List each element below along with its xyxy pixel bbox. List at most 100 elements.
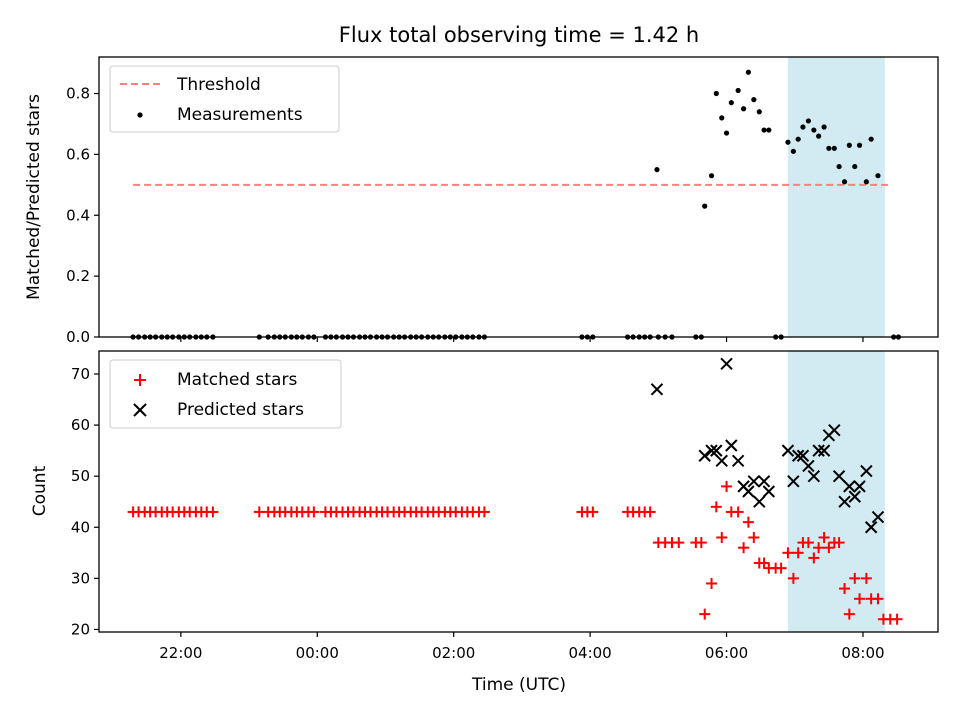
x-tick-label: 04:00: [569, 644, 612, 662]
matched-star-point: [823, 542, 835, 554]
predicted-star-point: [650, 383, 664, 396]
predicted-star-point: [843, 480, 856, 493]
matched-star-point: [695, 537, 707, 549]
predicted-star-point: [698, 449, 711, 462]
measurement-point: [795, 136, 801, 142]
matched-star-point: [872, 593, 884, 605]
matched-star-point: [808, 552, 820, 564]
x-axis-label: Time (UTC): [471, 675, 566, 695]
x-tick-label: 02:00: [432, 644, 475, 662]
matched-star-point: [839, 583, 851, 595]
measurement-point: [785, 139, 791, 145]
top-legend: Threshold Measurements: [109, 65, 340, 133]
measurement-point: [708, 173, 715, 179]
matched-star-point: [587, 506, 599, 518]
top-y-ticks: 0.0 0.2 0.4 0.6 0.8: [66, 85, 99, 346]
measurement-point: [805, 118, 811, 124]
matched-star-point: [308, 506, 320, 518]
matched-star-point: [699, 608, 711, 620]
measurements-legend-label: Measurements: [177, 105, 303, 125]
predicted-star-point: [796, 449, 810, 462]
matched-star-point: [833, 537, 845, 549]
measurement-point: [728, 100, 734, 106]
x-tick-label: 08:00: [841, 644, 884, 662]
measurement-point: [745, 69, 751, 75]
measurement-point: [800, 124, 806, 130]
measurement-point: [836, 163, 842, 170]
predicted-star-point: [715, 454, 728, 468]
bottom-y-axis-label: Count: [30, 465, 50, 516]
y-tick-label-top: 0.0: [66, 328, 90, 346]
matched-star-point: [738, 542, 750, 554]
y-tick-label-bottom: 30: [71, 569, 90, 587]
measurements-legend-swatch: [137, 112, 143, 118]
matched-star-point: [644, 506, 656, 518]
matched-star-point: [782, 547, 794, 559]
measurement-point: [852, 163, 858, 170]
measurement-point: [875, 173, 881, 179]
matched-star-point: [748, 531, 760, 543]
top-x-ticks: [180, 337, 864, 342]
predicted-star-point: [720, 357, 733, 370]
matched-star-point: [792, 547, 804, 559]
measurement-point: [790, 148, 796, 154]
matched-star-point: [818, 531, 830, 543]
predicted-star-point: [817, 444, 831, 457]
predicted-stars-legend-label: Predicted stars: [177, 400, 304, 420]
y-tick-label-top: 0.8: [66, 85, 90, 103]
predicted-star-point: [710, 444, 723, 457]
predicted-star-point: [705, 444, 718, 457]
matched-stars-legend-label: Matched stars: [177, 370, 297, 390]
predicted-star-point: [832, 469, 846, 483]
measurement-point: [735, 87, 741, 94]
threshold-legend-label: Threshold: [176, 75, 261, 95]
predicted-star-point: [757, 475, 771, 488]
predicted-star-point: [753, 495, 766, 508]
matched-star-point: [813, 542, 825, 554]
matched-stars-legend-swatch: [134, 374, 146, 386]
measurement-point: [868, 136, 874, 142]
predicted-star-point: [871, 510, 885, 524]
y-tick-label-bottom: 60: [71, 416, 90, 434]
top-panel-frame: [98, 56, 939, 338]
x-tick-label: 00:00: [296, 644, 339, 662]
predicted-star-point: [828, 423, 841, 437]
top-y-axis-label: Matched/Predicted stars: [24, 94, 44, 300]
matched-star-point: [787, 572, 799, 584]
measurement-point: [702, 203, 708, 209]
matched-star-point: [207, 506, 219, 518]
measurement-point: [811, 127, 817, 133]
measurement-point: [723, 130, 730, 136]
y-tick-label-top: 0.6: [66, 145, 90, 163]
predicted-star-point: [807, 469, 821, 483]
matched-star-point: [732, 506, 744, 518]
measurement-point: [761, 127, 767, 133]
matched-star-point: [710, 501, 722, 513]
bottom-panel-frame: [98, 350, 939, 633]
matched-star-point: [843, 608, 855, 620]
highlight-span-bottom: [787, 351, 885, 632]
y-tick-label-bottom: 20: [71, 620, 90, 638]
matched-star-point: [706, 577, 718, 589]
predicted-star-point: [802, 459, 815, 473]
predicted-star-point: [731, 454, 745, 468]
predicted-star-point: [791, 449, 805, 462]
matched-star-point: [802, 537, 814, 549]
bottom-y-ticks: 20 30 40 50 60 70: [71, 365, 99, 638]
matched-star-point: [673, 537, 685, 549]
y-tick-label-bottom: 70: [71, 365, 90, 383]
measurement-point: [846, 142, 852, 148]
bottom-panel-marks: [127, 357, 903, 625]
matched-star-point: [742, 516, 754, 528]
predicted-star-point: [838, 495, 851, 508]
predicted-star-point: [742, 485, 755, 498]
y-tick-label-bottom: 50: [71, 467, 90, 485]
predicted-star-point: [781, 444, 795, 457]
predicted-star-point: [725, 439, 738, 452]
predicted-star-point: [864, 521, 878, 534]
bottom-legend-box: [109, 359, 342, 429]
matched-star-point: [849, 572, 861, 584]
top-panel-marks: [130, 69, 902, 340]
measurement-point: [740, 106, 747, 112]
measurement-point: [831, 145, 837, 151]
